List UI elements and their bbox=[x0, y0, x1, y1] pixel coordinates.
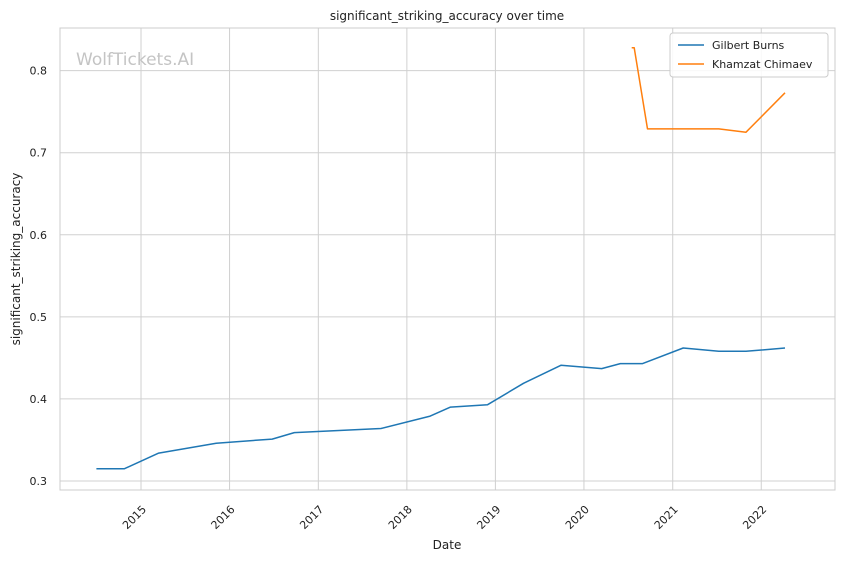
y-tick-label: 0.6 bbox=[30, 229, 48, 242]
y-tick-label: 0.3 bbox=[30, 475, 48, 488]
y-tick-label: 0.8 bbox=[30, 65, 48, 78]
plot-frame bbox=[59, 27, 836, 491]
x-axis-label: Date bbox=[433, 538, 462, 552]
watermark: WolfTickets.AI bbox=[76, 50, 194, 70]
legend-label-gilbert-burns: Gilbert Burns bbox=[712, 39, 785, 52]
series-line-khamzat-chimaev bbox=[631, 46, 786, 133]
series-line-gilbert-burns bbox=[96, 347, 786, 470]
y-tick-label: 0.4 bbox=[30, 393, 48, 406]
y-axis-label: significant_striking_accuracy bbox=[9, 173, 23, 346]
y-tick-label: 0.7 bbox=[30, 147, 48, 160]
y-tick-label: 0.5 bbox=[30, 311, 48, 324]
legend-label-khamzat-chimaev: Khamzat Chimaev bbox=[712, 58, 813, 71]
legend-box bbox=[669, 32, 829, 78]
series-layer bbox=[96, 46, 786, 470]
legend: Gilbert Burns Khamzat Chimaev bbox=[669, 32, 829, 78]
chart-title: significant_striking_accuracy over time bbox=[330, 9, 564, 23]
